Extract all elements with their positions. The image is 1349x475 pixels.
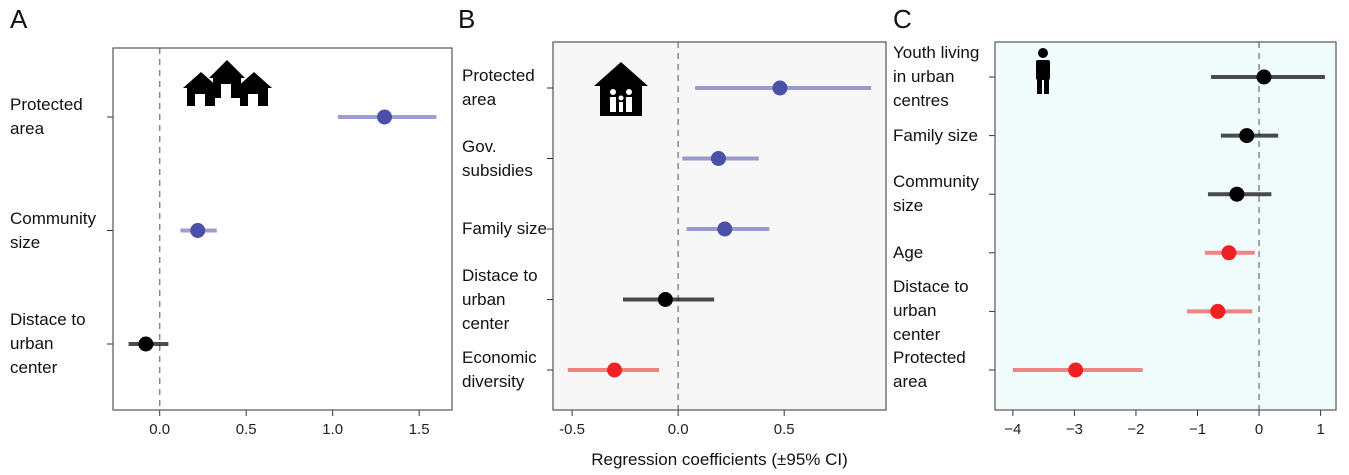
point bbox=[1221, 245, 1237, 261]
point bbox=[138, 336, 154, 352]
x-tick-label: 0 bbox=[1255, 421, 1263, 438]
point bbox=[190, 223, 206, 238]
point bbox=[377, 109, 393, 125]
category-label: Protected area bbox=[893, 348, 966, 391]
category-label: Distace to urban center bbox=[462, 265, 538, 333]
point bbox=[717, 221, 733, 237]
panel-letter: C bbox=[893, 4, 912, 34]
person-icon bbox=[1036, 48, 1050, 94]
point bbox=[1229, 186, 1245, 202]
x-tick-label: −1 bbox=[1189, 421, 1206, 438]
x-tick-label: 1.5 bbox=[409, 421, 430, 438]
category-label: Distace to urban center bbox=[10, 310, 86, 377]
category-label: Family size bbox=[893, 125, 979, 145]
point bbox=[607, 362, 623, 378]
category-label: Protected area bbox=[462, 66, 535, 109]
category-label: Age bbox=[893, 242, 924, 262]
plot-frame bbox=[994, 41, 1337, 411]
x-tick-label: 0.5 bbox=[774, 421, 795, 438]
point bbox=[657, 292, 673, 307]
x-tick-label: 0.0 bbox=[149, 421, 170, 438]
point bbox=[710, 151, 726, 166]
point bbox=[772, 80, 788, 96]
category-label: Gov. subsidies bbox=[462, 136, 533, 180]
point bbox=[1239, 128, 1255, 144]
panel-letter: B bbox=[458, 4, 476, 34]
category-label: Community size bbox=[10, 208, 96, 252]
houses-icon bbox=[183, 60, 272, 106]
category-label: Family size bbox=[462, 219, 548, 238]
category-label: Economic diversity bbox=[462, 348, 537, 391]
x-axis-label: Regression coefficients (±95% CI) bbox=[591, 450, 848, 469]
plot-background bbox=[113, 48, 452, 410]
category-label: Community size bbox=[893, 172, 979, 216]
x-tick-label: −2 bbox=[1127, 421, 1144, 438]
x-tick-label: -0.5 bbox=[559, 421, 585, 438]
category-label: Protected area bbox=[10, 95, 83, 138]
x-tick-label: 0.5 bbox=[236, 421, 257, 438]
point bbox=[1256, 69, 1272, 85]
plot-background bbox=[995, 42, 1336, 410]
panel-letter: A bbox=[10, 4, 28, 34]
x-tick-label: 0.0 bbox=[668, 421, 689, 438]
point bbox=[1210, 303, 1226, 319]
plot-frame bbox=[112, 47, 453, 411]
family-icon bbox=[594, 62, 648, 116]
point bbox=[1068, 362, 1084, 378]
x-tick-label: −3 bbox=[1066, 421, 1083, 438]
x-tick-label: 1 bbox=[1316, 421, 1324, 438]
plot-frame bbox=[552, 41, 887, 411]
category-label: Youth living in urban centres bbox=[893, 43, 980, 110]
x-tick-label: −4 bbox=[1004, 421, 1021, 438]
category-label: Distace to urban center bbox=[893, 277, 969, 345]
x-tick-label: 1.0 bbox=[322, 421, 343, 438]
